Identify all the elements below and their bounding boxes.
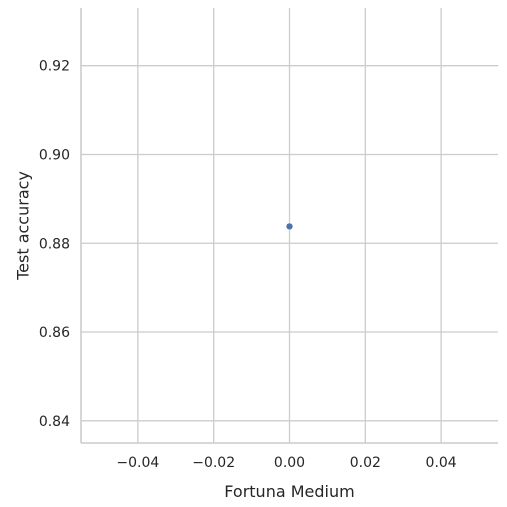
- y-tick-label: 0.90: [39, 147, 70, 163]
- x-axis-title: Fortuna Medium: [224, 482, 354, 501]
- grid-lines: [81, 8, 498, 443]
- data-points: [285, 222, 294, 231]
- x-tick-label: 0.02: [350, 455, 381, 471]
- data-point: [285, 222, 294, 231]
- x-tick-labels: −0.04 −0.02 0.00 0.02 0.04: [116, 455, 456, 471]
- axes: [80, 8, 498, 444]
- x-tick-label: −0.02: [192, 455, 235, 471]
- y-tick-label: 0.84: [39, 414, 70, 430]
- x-tick-label: 0.04: [426, 455, 457, 471]
- y-tick-labels: 0.84 0.86 0.88 0.90 0.92: [39, 59, 70, 430]
- y-tick-label: 0.92: [39, 59, 70, 75]
- x-tick-label: 0.00: [274, 455, 305, 471]
- y-tick-label: 0.88: [39, 236, 70, 252]
- x-tick-label: −0.04: [116, 455, 159, 471]
- y-axis-title: Test accuracy: [14, 171, 33, 281]
- y-tick-label: 0.86: [39, 325, 70, 341]
